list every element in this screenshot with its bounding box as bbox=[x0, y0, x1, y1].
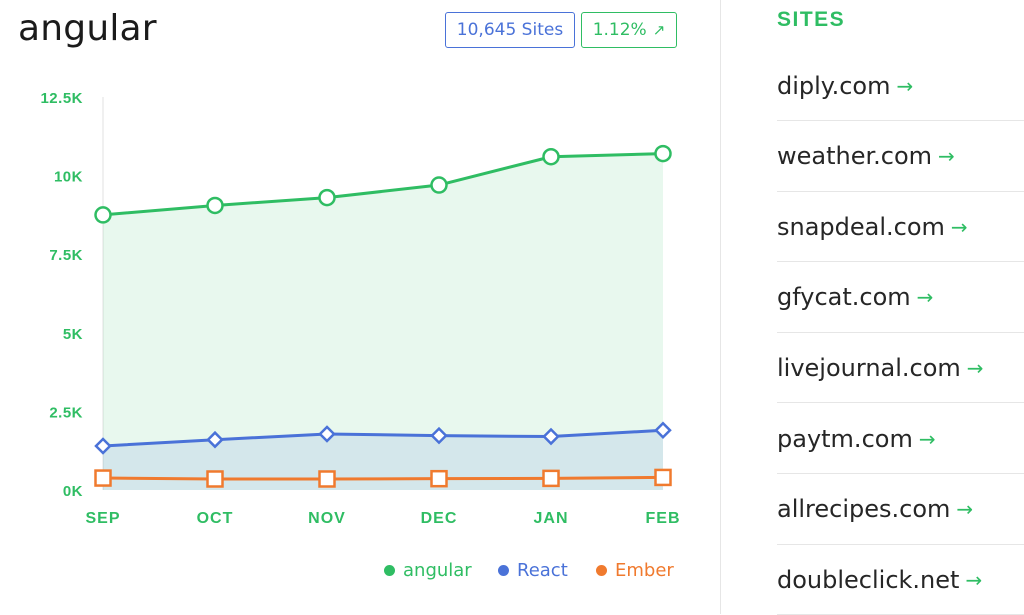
sites-count-badge[interactable]: 10,645 Sites bbox=[445, 12, 575, 48]
arrow-right-icon: → bbox=[896, 73, 914, 98]
area-react bbox=[103, 430, 663, 490]
data-point-angular bbox=[94, 206, 112, 224]
data-point-ember bbox=[654, 468, 672, 487]
x-tick-label: JAN bbox=[533, 510, 568, 527]
arrow-right-icon: → bbox=[916, 285, 934, 310]
site-link[interactable]: livejournal.com → bbox=[777, 333, 1024, 404]
arrow-right-icon: → bbox=[918, 426, 936, 451]
chart-legend: angular React Ember bbox=[380, 560, 680, 584]
x-tick-label: OCT bbox=[197, 510, 234, 527]
data-point-ember bbox=[94, 469, 112, 487]
arrow-right-icon: → bbox=[950, 214, 968, 239]
site-link[interactable]: doubleclick.net → bbox=[777, 545, 1024, 615]
sites-sidebar: SITES diply.com → weather.com → snapdeal.com… bbox=[721, 0, 1024, 615]
site-link[interactable]: snapdeal.com → bbox=[777, 192, 1024, 263]
site-link[interactable]: diply.com → bbox=[777, 51, 1024, 121]
site-label: livejournal.com bbox=[777, 353, 961, 382]
legend-label-angular: angular bbox=[403, 560, 472, 581]
series-line-react bbox=[102, 428, 664, 448]
y-tick-label: 0K bbox=[63, 483, 83, 500]
site-label: snapdeal.com bbox=[777, 212, 945, 241]
line-chart: 0K 2.5K 5K 7.5K 10K 12.5K SEP OCT NOV DEC JAN FEB bbox=[40, 90, 681, 527]
data-point-angular bbox=[654, 144, 672, 163]
data-point-react bbox=[654, 421, 672, 440]
x-tick-label: NOV bbox=[308, 510, 346, 527]
data-point-ember bbox=[430, 469, 448, 488]
data-point-react bbox=[430, 426, 448, 445]
legend-dot-angular bbox=[384, 565, 395, 576]
x-tick-label: FEB bbox=[646, 510, 681, 527]
legend-dot-ember bbox=[596, 565, 607, 576]
series-line-ember bbox=[102, 475, 664, 481]
data-point-ember bbox=[318, 470, 336, 488]
arrow-right-icon: → bbox=[938, 144, 955, 169]
site-label: diply.com bbox=[777, 71, 891, 100]
data-point-angular bbox=[206, 196, 224, 215]
site-label: weather.com bbox=[777, 142, 933, 171]
site-link[interactable]: paytm.com → bbox=[777, 404, 1024, 474]
data-point-ember bbox=[542, 469, 560, 488]
data-point-angular bbox=[430, 176, 448, 194]
arrow-right-icon: → bbox=[966, 355, 984, 380]
legend-label-ember: Ember bbox=[615, 560, 674, 581]
arrow-right-icon: → bbox=[965, 567, 983, 592]
site-link[interactable]: gfycat.com → bbox=[777, 263, 1024, 333]
data-point-react bbox=[318, 425, 336, 443]
legend-dot-react bbox=[498, 565, 509, 576]
sites-heading: SITES bbox=[777, 8, 846, 31]
legend-label-react: React bbox=[517, 560, 568, 581]
site-link[interactable]: allrecipes.com → bbox=[777, 475, 1024, 545]
y-tick-label: 10K bbox=[54, 169, 83, 186]
x-tick-label: DEC bbox=[421, 510, 458, 527]
y-tick-label: 2.5K bbox=[49, 404, 83, 421]
y-tick-label: 12.5K bbox=[40, 90, 83, 107]
data-point-angular bbox=[542, 147, 560, 166]
data-point-angular bbox=[318, 188, 336, 207]
site-label: gfycat.com bbox=[777, 283, 911, 312]
y-tick-label: 7.5K bbox=[49, 247, 83, 264]
data-point-react bbox=[206, 430, 224, 449]
arrow-right-icon: → bbox=[956, 497, 974, 522]
legend-item-react[interactable]: React bbox=[498, 560, 568, 581]
panel-divider bbox=[720, 0, 721, 614]
data-point-ember bbox=[206, 470, 224, 488]
x-tick-label: SEP bbox=[85, 510, 120, 527]
site-link[interactable]: weather.com → bbox=[777, 122, 1024, 192]
y-tick-label: 5K bbox=[63, 326, 83, 343]
chart-panel: angular 10,645 Sites 1.12% ↗ 0K 2.5K 5K 7.5… bbox=[18, 8, 681, 584]
growth-percent-badge[interactable]: 1.12% ↗ bbox=[581, 12, 677, 48]
data-point-react bbox=[542, 427, 560, 446]
sites-count-label: 10,645 Sites bbox=[456, 20, 564, 40]
area-angular bbox=[103, 153, 663, 491]
series-line-angular bbox=[102, 152, 664, 217]
site-label: paytm.com bbox=[777, 424, 913, 453]
legend-item-angular[interactable]: angular bbox=[384, 560, 472, 581]
page-title: angular bbox=[18, 8, 157, 49]
site-label: allrecipes.com bbox=[777, 495, 951, 524]
arrow-up-right-icon: ↗ bbox=[652, 21, 666, 39]
site-label: doubleclick.net bbox=[777, 565, 960, 594]
legend-item-ember[interactable]: Ember bbox=[596, 560, 674, 581]
data-point-react bbox=[94, 437, 112, 455]
growth-percent-label: 1.12% bbox=[592, 20, 647, 40]
